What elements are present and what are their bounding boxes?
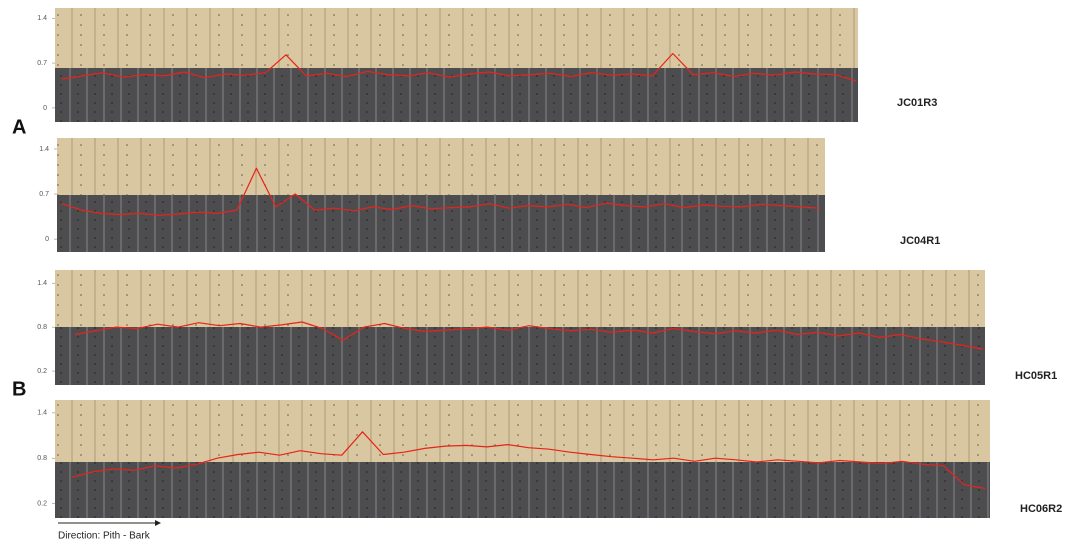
sample-label: HC05R1 — [1015, 370, 1057, 382]
direction-label: Direction: Pith - Bark — [58, 531, 151, 542]
core-xray — [55, 462, 990, 518]
sample-label: HC06R2 — [1020, 503, 1062, 515]
y-tick-label: 0.7 — [39, 191, 49, 198]
core-photo — [55, 8, 858, 68]
panel-label: A — [12, 116, 26, 138]
y-tick-label: 0.8 — [37, 455, 47, 462]
core-xray — [57, 195, 825, 252]
y-tick-label: 0 — [43, 105, 47, 112]
core-photo — [55, 400, 990, 462]
sample-label: JC01R3 — [897, 97, 937, 109]
core-photo — [57, 138, 825, 195]
panel-label: B — [12, 378, 26, 400]
y-tick-label: 0 — [45, 236, 49, 243]
y-tick-label: 0.8 — [37, 324, 47, 331]
y-tick-label: 0.7 — [37, 60, 47, 67]
sample-label: JC04R1 — [900, 235, 940, 247]
y-tick-label: 1.4 — [39, 146, 49, 153]
direction-arrow-head — [155, 520, 161, 526]
y-tick-label: 1.4 — [37, 15, 47, 22]
core-photo — [55, 270, 985, 327]
y-tick-label: 1.4 — [37, 410, 47, 417]
figure: A B Direction: Pith - Bark 0 0.7 1.4 JC01R3… — [0, 0, 1068, 545]
y-tick-label: 0.2 — [37, 500, 47, 507]
y-tick-label: 1.4 — [37, 280, 47, 287]
core-xray — [55, 327, 985, 385]
y-tick-label: 0.2 — [37, 368, 47, 375]
